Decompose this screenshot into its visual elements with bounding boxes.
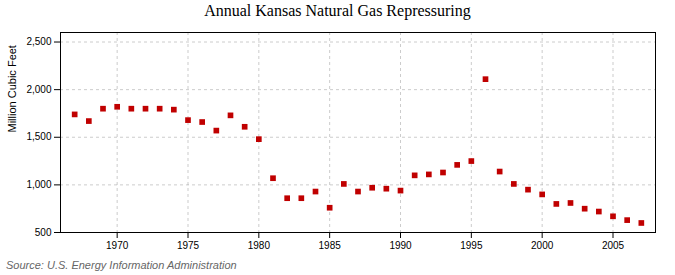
svg-text:Million Cubic Feet: Million Cubic Feet <box>6 45 18 132</box>
svg-text:2000: 2000 <box>531 240 554 251</box>
html-text:Annual Kansas Natural Gas Repr: Annual Kansas Natural Gas Repressuring <box>204 2 471 19</box>
svg-text:1985: 1985 <box>319 240 342 251</box>
svg-text:2,000: 2,000 <box>26 84 51 95</box>
svg-text:1995: 1995 <box>460 240 483 251</box>
svg-text:2005: 2005 <box>602 240 625 251</box>
svg-text:1,000: 1,000 <box>26 179 51 190</box>
svg-text:2,500: 2,500 <box>26 36 51 47</box>
svg-text:1,500: 1,500 <box>26 131 51 142</box>
svg-text:1990: 1990 <box>389 240 412 251</box>
svg-text:1980: 1980 <box>248 240 271 251</box>
svg-text:1970: 1970 <box>106 240 129 251</box>
html-text:Source: U.S. Energy Informatio: Source: U.S. Energy Information Administ… <box>6 259 237 271</box>
svg-text:1975: 1975 <box>177 240 200 251</box>
svg-text:500: 500 <box>35 227 52 238</box>
